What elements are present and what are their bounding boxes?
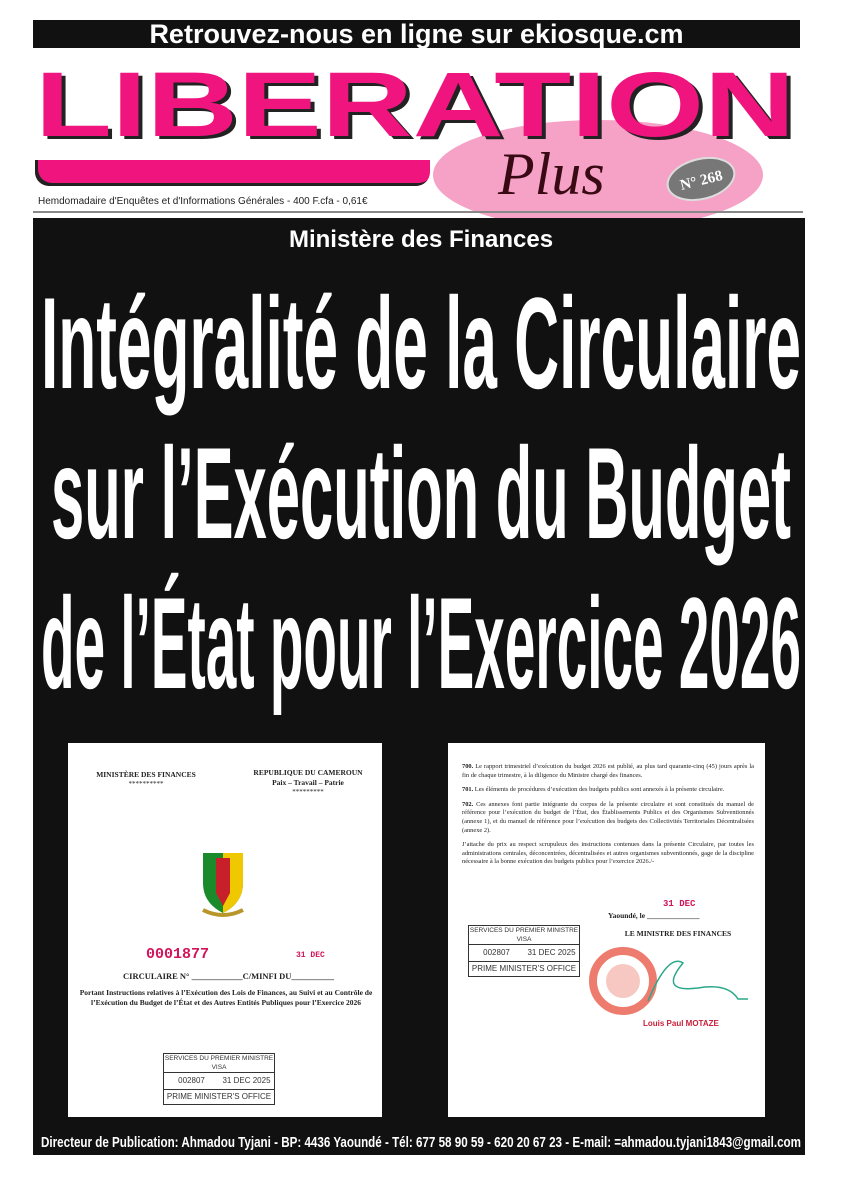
headline-text: Intégralité de la Circulaire xyxy=(41,270,801,416)
visa-label: VISA xyxy=(211,1064,227,1071)
visa-number: 002807 xyxy=(178,1076,205,1085)
online-banner: Retrouvez-nous en ligne sur ekiosque.cm xyxy=(33,20,800,48)
paragraph-closing: J’attache du prix au respect scrupuleux … xyxy=(462,841,754,867)
paragraph-text: Le rapport trimestriel d’exécution du bu… xyxy=(462,763,754,779)
republic-label: REPUBLIQUE DU CAMEROUN xyxy=(253,768,363,777)
visa-date: 31 DEC 2025 xyxy=(222,1076,271,1085)
banner-text: Retrouvez-nous en ligne sur ekiosque.cm xyxy=(149,19,684,49)
stars: ********** xyxy=(128,780,164,788)
paragraph-number: 702. xyxy=(462,800,474,808)
footer-credits: Directeur de Publication: Ahmadou Tyjani… xyxy=(41,1134,801,1151)
paragraph-700: 700. Le rapport trimestriel d’exécution … xyxy=(462,763,754,780)
date-stamp: 31 DEC xyxy=(296,951,325,960)
headline-line-1: Intégralité de la Circulaire xyxy=(41,270,801,416)
signatory-name: Louis Paul MOTAZE xyxy=(643,1019,719,1028)
visa-office: PRIME MINISTER'S OFFICE xyxy=(164,1089,274,1104)
paragraph-text: Ces annexes font partie intégrante du co… xyxy=(462,800,754,834)
paragraph-text: J’attache du prix au respect scrupuleux … xyxy=(462,841,754,866)
logo-word: LIBERATION xyxy=(35,54,795,150)
date-stamp: 31 DEC xyxy=(663,899,696,909)
headline-line-2: sur l’Exécution du Budget xyxy=(51,420,791,566)
signatory-title: LE MINISTRE DES FINANCES xyxy=(624,929,732,938)
visa-services: SERVICES DU PREMIER MINISTRE xyxy=(469,927,579,934)
circular-title: Portant Instructions relatives à l’Exécu… xyxy=(79,988,373,1007)
headline-text: sur l’Exécution du Budget xyxy=(51,420,791,566)
visa-office: PRIME MINISTER'S OFFICE xyxy=(469,961,579,976)
paragraph-701: 701. Les éléments de procédures d’exécut… xyxy=(462,786,754,795)
masthead-logo: LIBERATION Plus N° 268 xyxy=(33,50,803,230)
circular-number-stamp: 0001877 xyxy=(146,946,210,963)
motto: Paix – Travail – Patrie xyxy=(272,778,344,787)
paragraph-number: 701. xyxy=(462,786,474,794)
tagline: Hemdomadaire d'Enquêtes et d'Information… xyxy=(38,196,368,207)
stars: ********* xyxy=(292,788,324,796)
kicker: Ministère des Finances xyxy=(0,225,842,255)
visa-services: SERVICES DU PREMIER MINISTRE xyxy=(164,1055,274,1062)
circular-cover-page: MINISTÈRE DES FINANCES ********** REPUBL… xyxy=(68,743,382,1117)
visa-date: 31 DEC 2025 xyxy=(527,948,576,957)
logo-plus: Plus xyxy=(498,141,605,207)
visa-stamp: SERVICES DU PREMIER MINISTRE VISA 002807… xyxy=(163,1053,275,1105)
visa-label: VISA xyxy=(516,936,532,943)
visa-stamp: SERVICES DU PREMIER MINISTRE VISA 002807… xyxy=(468,925,580,977)
paragraph-text: Les éléments de procédures d’exécution d… xyxy=(474,786,725,794)
divider xyxy=(33,211,803,213)
circular-suffix: C/MINFI DU xyxy=(242,971,292,981)
visa-number: 002807 xyxy=(483,948,510,957)
logo-underline-bar xyxy=(35,160,430,186)
circular-prefix: CIRCULAIRE N° xyxy=(123,971,190,981)
headline-text: de l’État pour l’Exercice 2026 xyxy=(41,570,801,716)
footer-text: Directeur de Publication: Ahmadou Tyjani… xyxy=(41,1134,801,1151)
circular-signature-page: 700. Le rapport trimestriel d’exécution … xyxy=(448,743,765,1117)
headline-line-3: de l’État pour l’Exercice 2026 xyxy=(41,570,801,716)
paragraph-number: 700. xyxy=(462,763,474,770)
paragraph-702: 702. Ces annexes font partie intégrante … xyxy=(462,801,754,835)
logo-word-text: LIBERATION xyxy=(35,54,795,150)
cameroon-coat-of-arms-icon xyxy=(202,853,244,917)
kicker-text: Ministère des Finances xyxy=(288,226,554,253)
place-label: Yaoundé, le xyxy=(608,911,646,920)
ministry-label: MINISTÈRE DES FINANCES xyxy=(96,770,196,779)
seal-and-signature-icon xyxy=(589,947,748,1015)
